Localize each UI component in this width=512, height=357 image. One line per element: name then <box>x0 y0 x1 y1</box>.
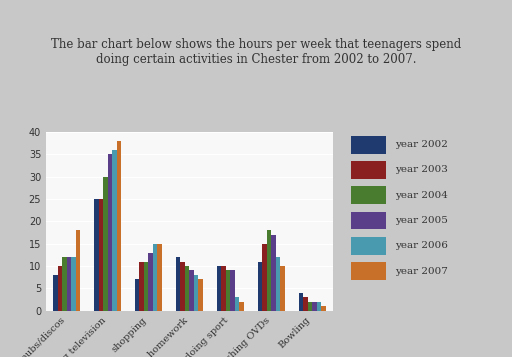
Bar <box>217 266 221 311</box>
Bar <box>303 297 308 311</box>
Text: year 2004: year 2004 <box>395 191 449 200</box>
Bar <box>271 235 276 311</box>
Bar <box>139 261 144 311</box>
Bar <box>230 271 235 311</box>
Text: The bar chart below shows the hours per week that teenagers spend
doing certain : The bar chart below shows the hours per … <box>51 38 461 66</box>
Bar <box>276 257 281 311</box>
Bar <box>62 257 67 311</box>
Bar <box>176 257 180 311</box>
Bar <box>112 150 117 311</box>
Bar <box>71 257 76 311</box>
Bar <box>312 302 317 311</box>
FancyBboxPatch shape <box>351 161 386 179</box>
Bar <box>322 306 326 311</box>
FancyBboxPatch shape <box>351 237 386 255</box>
Bar <box>180 261 185 311</box>
Text: year 2005: year 2005 <box>395 216 449 225</box>
Bar <box>94 199 98 311</box>
FancyBboxPatch shape <box>351 186 386 204</box>
Bar <box>262 243 267 311</box>
Bar <box>299 293 303 311</box>
Bar <box>103 177 108 311</box>
Bar <box>158 243 162 311</box>
Bar <box>308 302 312 311</box>
Bar <box>153 243 158 311</box>
FancyBboxPatch shape <box>351 136 386 154</box>
Bar <box>317 302 322 311</box>
Bar <box>135 279 139 311</box>
Text: year 2007: year 2007 <box>395 267 449 276</box>
Bar <box>194 275 199 311</box>
Bar <box>57 266 62 311</box>
Bar <box>267 230 271 311</box>
Bar <box>189 271 194 311</box>
Bar <box>226 271 230 311</box>
Text: year 2003: year 2003 <box>395 165 449 174</box>
Bar <box>240 302 244 311</box>
Bar <box>76 230 80 311</box>
Text: year 2002: year 2002 <box>395 140 449 149</box>
Bar <box>53 275 57 311</box>
Bar <box>185 266 189 311</box>
Bar <box>108 154 112 311</box>
Bar <box>67 257 71 311</box>
FancyBboxPatch shape <box>351 211 386 229</box>
Bar <box>144 261 148 311</box>
Bar <box>221 266 226 311</box>
Text: year 2006: year 2006 <box>395 241 449 250</box>
Bar <box>98 199 103 311</box>
Bar <box>148 253 153 311</box>
Bar <box>199 279 203 311</box>
Bar <box>281 266 285 311</box>
Bar <box>258 261 262 311</box>
Bar <box>235 297 240 311</box>
Bar <box>117 141 121 311</box>
FancyBboxPatch shape <box>351 262 386 280</box>
